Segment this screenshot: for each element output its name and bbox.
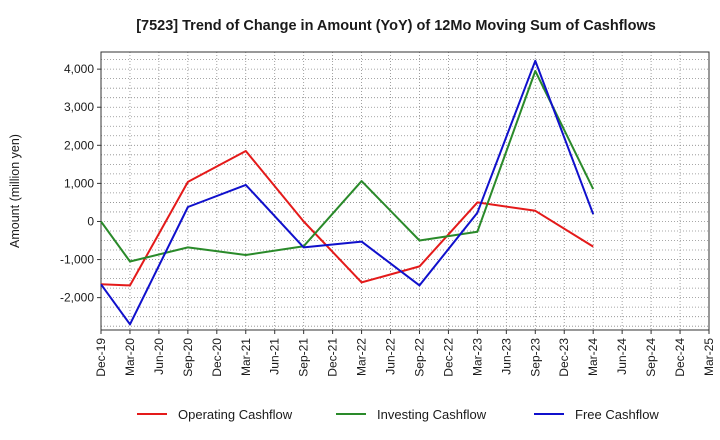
series-line-investing-cashflow <box>100 70 595 263</box>
legend-label-free-cashflow: Free Cashflow <box>575 407 659 422</box>
y-tick-label: 2,000 <box>64 138 94 152</box>
legend-label-investing-cashflow: Investing Cashflow <box>377 407 487 422</box>
x-tick-label: Mar-23 <box>470 338 484 376</box>
x-tick-label: Mar-20 <box>123 338 137 376</box>
y-tick-label: 1,000 <box>64 176 94 190</box>
x-tick-label: Jun-24 <box>615 338 629 375</box>
x-tick-label: Dec-23 <box>557 338 571 377</box>
x-tick-label: Sep-21 <box>297 338 311 377</box>
legend: Operating Cashflow Investing Cashflow Free… <box>137 407 659 422</box>
y-tick-label: 0 <box>87 214 94 228</box>
y-tick-label: 4,000 <box>64 62 94 76</box>
x-tick-label: Mar-22 <box>355 338 369 376</box>
x-tick-label: Sep-20 <box>181 338 195 377</box>
series-line-free-cashflow <box>100 59 595 326</box>
legend-label-operating-cashflow: Operating Cashflow <box>178 407 293 422</box>
x-tick-label: Mar-24 <box>586 338 600 376</box>
y-axis-label: Amount (million yen) <box>8 134 22 248</box>
x-tick-label: Sep-23 <box>528 338 542 377</box>
plot-area <box>101 52 709 330</box>
x-tick-label: Sep-22 <box>412 338 426 377</box>
x-tick-label: Dec-21 <box>326 338 340 377</box>
x-tick-label: Jun-22 <box>384 338 398 375</box>
x-tick-label: Dec-20 <box>210 338 224 377</box>
y-tick-label: -2,000 <box>60 291 94 305</box>
x-tick-label: Sep-24 <box>644 338 658 377</box>
x-tick-label: Dec-22 <box>441 338 455 377</box>
x-tick-label: Mar-25 <box>702 338 716 376</box>
x-tick-label: Jun-21 <box>268 338 282 375</box>
x-tick-label: Dec-19 <box>94 338 108 377</box>
x-tick-label: Mar-21 <box>239 338 253 376</box>
series-line-operating-cashflow <box>100 150 594 287</box>
y-tick-label: 3,000 <box>64 100 94 114</box>
plot-frame <box>100 51 710 331</box>
x-tick-label: Jun-20 <box>152 338 166 375</box>
x-tick-label: Jun-23 <box>499 338 513 375</box>
y-tick-label: -1,000 <box>60 253 94 267</box>
x-tick-label: Dec-24 <box>673 338 687 377</box>
chart-title: [7523] Trend of Change in Amount (YoY) o… <box>136 18 656 34</box>
